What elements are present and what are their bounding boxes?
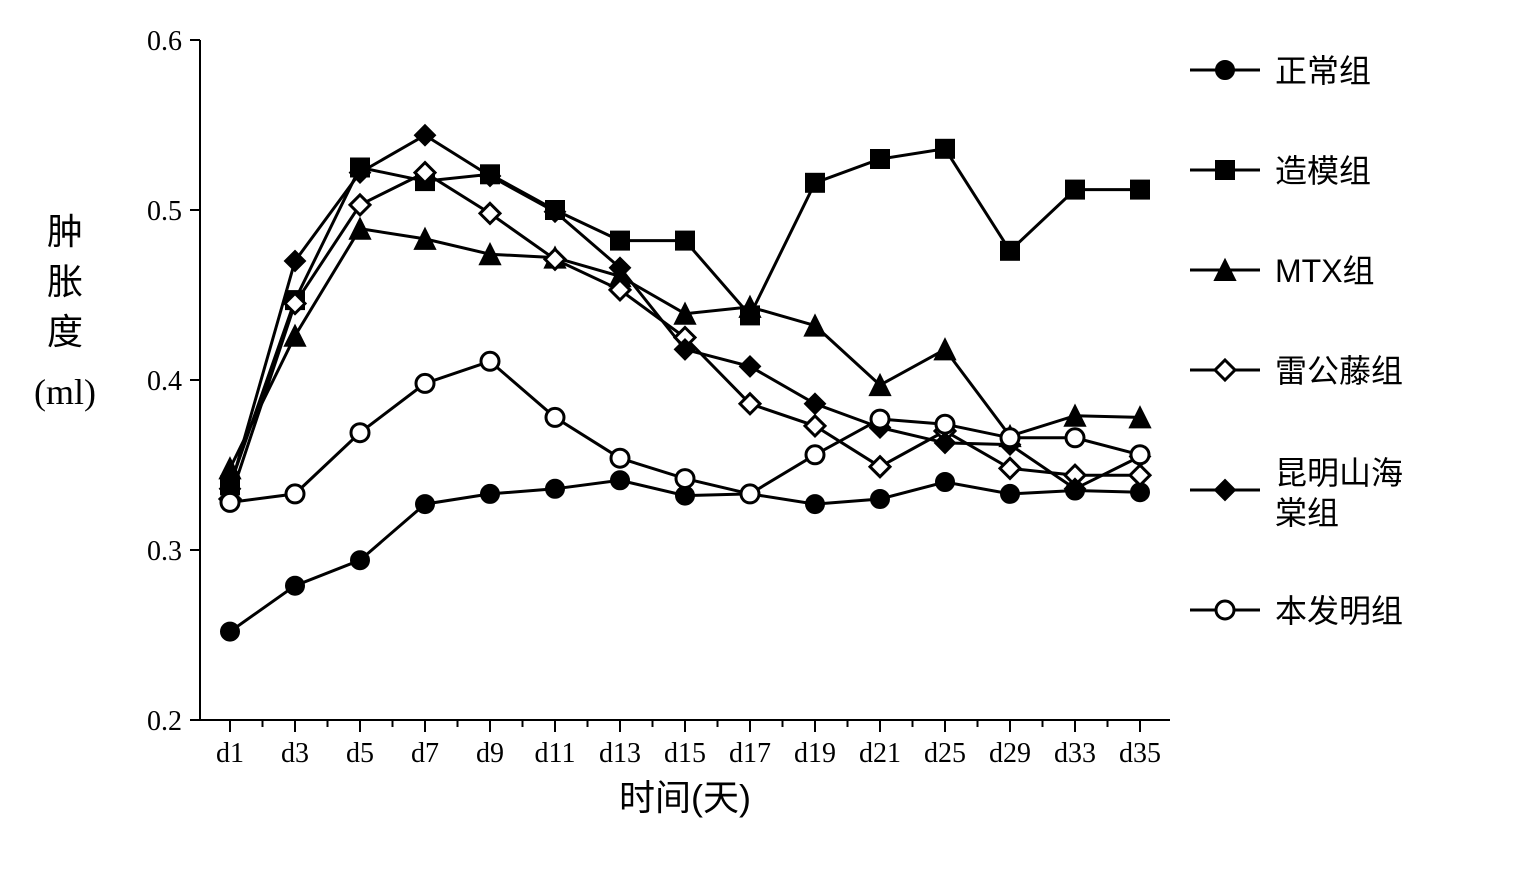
legend-label: 棠组 — [1275, 495, 1339, 531]
x-tick-label: d13 — [599, 738, 641, 769]
legend-label: 雷公藤组 — [1275, 353, 1403, 389]
x-tick-label: d11 — [535, 738, 576, 769]
line-chart: 0.2 0.3 0.4 0.5 0.6 肿胀度 (ml) d1 d3 d5 d7 d9 d11 d13 d1… — [20, 20, 1537, 849]
y-axis-title: 肿 — [47, 211, 83, 252]
legend-label: 本发明组 — [1275, 593, 1403, 629]
y-axis-title: 胀 — [47, 261, 83, 302]
x-tick-label: d35 — [1119, 738, 1161, 769]
x-tick-label: d7 — [411, 738, 439, 769]
legend-label: MTX组 — [1275, 253, 1375, 289]
y-tick-label: 0.6 — [147, 26, 182, 57]
legend-entry: 正常组 — [1190, 53, 1371, 89]
legend-entry: 雷公藤组 — [1190, 353, 1403, 389]
y-axis-title: 度 — [47, 311, 83, 352]
y-axis-title-unit: (ml) — [34, 372, 96, 412]
x-axis-title: 时间(天) — [619, 777, 751, 818]
series-markers-雷公藤组 — [220, 163, 1150, 509]
x-tick-label: d25 — [924, 738, 966, 769]
x-tick-label: d17 — [729, 738, 771, 769]
legend-label: 正常组 — [1275, 53, 1371, 89]
x-tick-label: d1 — [216, 738, 244, 769]
legend-entry: 昆明山海棠组 — [1190, 455, 1403, 531]
x-tick-label: d33 — [1054, 738, 1096, 769]
y-tick-label: 0.5 — [147, 196, 182, 227]
legend-label: 造模组 — [1275, 153, 1371, 189]
legend-entry: 本发明组 — [1190, 593, 1403, 629]
x-tick-label: d15 — [664, 738, 706, 769]
x-tick-label: d3 — [281, 738, 309, 769]
chart-container: 0.2 0.3 0.4 0.5 0.6 肿胀度 (ml) d1 d3 d5 d7 d9 d11 d13 d1… — [20, 20, 1537, 849]
y-tick-label: 0.2 — [147, 706, 182, 737]
legend-entry: 造模组 — [1190, 153, 1371, 189]
x-tick-label: d19 — [794, 738, 836, 769]
legend-entry: MTX组 — [1190, 253, 1375, 289]
y-tick-label: 0.3 — [147, 536, 182, 567]
series-markers-正常组 — [221, 471, 1149, 640]
y-tick-label: 0.4 — [147, 366, 182, 397]
x-tick-label: d21 — [859, 738, 901, 769]
x-tick-label: d29 — [989, 738, 1031, 769]
x-tick-label: d5 — [346, 738, 374, 769]
x-tick-label: d9 — [476, 738, 504, 769]
legend-label: 昆明山海 — [1275, 455, 1403, 491]
